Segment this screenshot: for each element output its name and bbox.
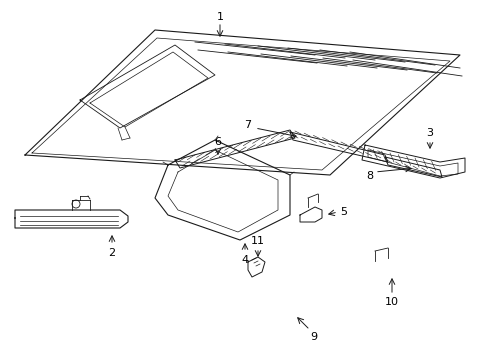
Text: 6: 6 [214,137,221,147]
Text: 1: 1 [216,12,223,22]
Polygon shape [299,207,321,222]
Polygon shape [168,150,278,232]
Text: 2: 2 [108,248,115,258]
Text: 7: 7 [244,120,251,130]
Polygon shape [175,130,294,168]
Text: 4: 4 [241,255,248,265]
Text: 8: 8 [366,171,373,181]
Text: 3: 3 [426,128,433,138]
Polygon shape [80,45,215,128]
Text: 11: 11 [250,236,264,246]
Polygon shape [25,30,459,175]
Polygon shape [361,145,464,178]
Polygon shape [289,132,387,162]
Polygon shape [384,157,441,177]
Polygon shape [15,210,128,228]
Text: 5: 5 [340,207,347,217]
Polygon shape [155,140,289,240]
Text: 10: 10 [384,297,398,307]
Text: 9: 9 [310,332,317,342]
Polygon shape [247,257,264,277]
